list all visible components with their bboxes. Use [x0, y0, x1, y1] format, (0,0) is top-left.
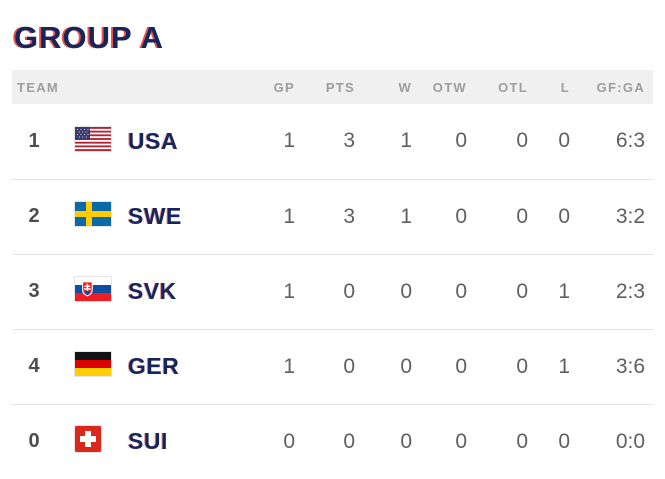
flag-cell: [56, 104, 114, 180]
table-row[interactable]: 0 SUI 0 0 0 0 0 0 0:0: [12, 404, 653, 479]
otw-value: 0: [412, 104, 468, 180]
gfga-value: 2:3: [570, 254, 654, 330]
gp-value: 1: [235, 329, 296, 405]
otw-value: 0: [412, 329, 468, 405]
sui-flag-icon: [75, 426, 101, 453]
gp-value: 1: [235, 179, 296, 255]
flag-cell: [56, 179, 114, 255]
pts-value: 3: [295, 179, 356, 255]
gp-value: 0: [283, 429, 296, 453]
l-value: 1: [528, 254, 571, 330]
rank-cell: 2: [12, 179, 56, 255]
gfga-value: 0:0: [615, 429, 646, 453]
l-value: 0: [558, 429, 571, 453]
otw-value: 0: [412, 254, 468, 330]
team-code: SUI: [128, 428, 168, 455]
standings-body: 1 USA 1 3 1 0 0 0 6:3 2 SWE 1 3 1 0 0 0 …: [12, 104, 654, 479]
flag-cell: [56, 254, 114, 330]
team-code: GER: [114, 329, 236, 405]
header-otl: OTL: [467, 70, 529, 104]
w-value: 0: [400, 429, 413, 453]
header-team: TEAM: [12, 70, 236, 104]
l-value: 1: [528, 329, 571, 405]
gfga-value: 3:6: [570, 329, 654, 405]
w-value: 1: [355, 179, 413, 255]
otl-value: 0: [467, 254, 529, 330]
w-value: 0: [355, 329, 413, 405]
svk-flag-icon: [75, 277, 111, 301]
pts-value: 0: [295, 329, 356, 405]
l-value: 0: [528, 179, 571, 255]
otl-value: 0: [467, 329, 529, 405]
pts-value: 0: [343, 429, 356, 453]
swe-flag-icon: [75, 202, 111, 226]
team-code: SVK: [114, 254, 236, 330]
otw-value: 0: [412, 179, 468, 255]
table-row[interactable]: 3 SVK 1 0 0 0 0 1 2:3: [12, 254, 654, 330]
header-l: L: [528, 70, 571, 104]
otl-value: 0: [467, 179, 529, 255]
pts-value: 0: [295, 254, 356, 330]
usa-flag-icon: [75, 126, 111, 151]
l-value: 0: [528, 104, 571, 180]
rank-cell: 3: [12, 254, 56, 330]
gp-value: 1: [235, 104, 296, 180]
rank-cell: 1: [12, 104, 56, 180]
otw-value: 0: [455, 429, 468, 453]
header-pts: PTS: [295, 70, 356, 104]
otl-value: 0: [516, 429, 529, 453]
header-otw: OTW: [412, 70, 468, 104]
flag-cell: [56, 329, 114, 405]
table-row[interactable]: 1 USA 1 3 1 0 0 0 6:3: [12, 104, 654, 180]
w-value: 0: [355, 254, 413, 330]
flag-cell: [56, 404, 114, 479]
header-row: TEAM GP PTS W OTW OTL L GF:GA: [12, 70, 654, 104]
group-title: GROUP A: [14, 20, 164, 55]
rank-cell: 0: [28, 430, 40, 453]
otl-value: 0: [467, 104, 529, 180]
gp-value: 1: [235, 254, 296, 330]
header-gfga: GF:GA: [570, 70, 654, 104]
table-row[interactable]: 2 SWE 1 3 1 0 0 0 3:2: [12, 179, 654, 255]
header-gp: GP: [235, 70, 296, 104]
header-w: W: [355, 70, 413, 104]
rank-cell: 4: [12, 329, 56, 405]
w-value: 1: [355, 104, 413, 180]
standings-table: TEAM GP PTS W OTW OTL L GF:GA 1 USA 1 3 …: [12, 70, 654, 479]
table-row[interactable]: 4 GER 1 0 0 0 0 1 3:6: [12, 329, 654, 405]
pts-value: 3: [295, 104, 356, 180]
ger-flag-icon: [75, 352, 111, 376]
gfga-value: 6:3: [570, 104, 654, 180]
team-code: USA: [114, 104, 236, 180]
gfga-value: 3:2: [570, 179, 654, 255]
team-code: SWE: [114, 179, 236, 255]
